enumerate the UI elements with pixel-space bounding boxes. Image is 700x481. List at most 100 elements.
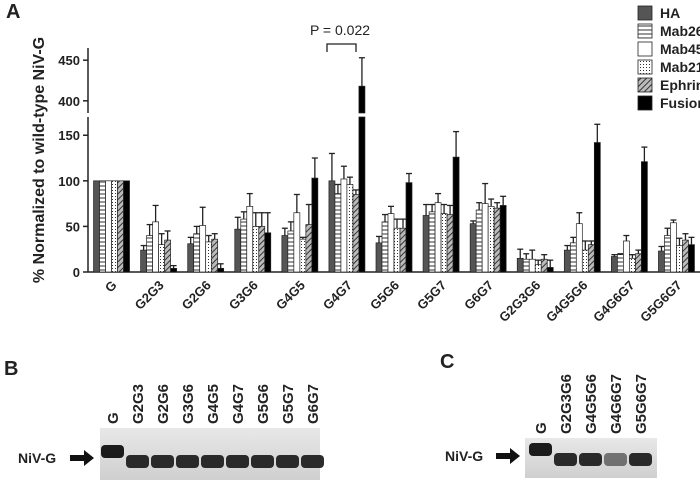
bar: [522, 258, 530, 273]
bar: [140, 249, 147, 273]
annotation: P = 0.022: [310, 22, 370, 38]
bar: [193, 233, 201, 273]
bar: [199, 225, 207, 273]
bar: [328, 180, 336, 273]
lane-label: G2G3G6: [558, 374, 575, 434]
bar: [164, 239, 171, 273]
lane-label: G4G6G7: [608, 374, 625, 434]
bar: [287, 230, 295, 273]
y-axis-label: % Normalized to wild-type NiV-G: [31, 37, 48, 283]
lane-label: G4G5G6: [583, 374, 600, 434]
bar: [452, 156, 460, 273]
bar: [117, 180, 124, 273]
bar: [493, 207, 501, 273]
bar: [516, 257, 524, 273]
bar: [575, 223, 583, 273]
band-label: NiV-G: [18, 450, 56, 466]
bar: [405, 182, 413, 273]
y-tick-label: 450: [58, 53, 80, 68]
bar: [346, 184, 354, 273]
bar: [399, 227, 407, 273]
bar: [664, 235, 671, 273]
legend-label: Fusion: [660, 95, 700, 111]
blot-band: [176, 455, 199, 468]
bar: [422, 215, 430, 273]
bar: [170, 268, 177, 273]
bar: [682, 239, 689, 273]
x-tick-label: G4G5: [273, 278, 308, 313]
lane-label: G4G5: [205, 384, 222, 424]
legend-label: Mab213: [660, 59, 700, 75]
x-tick-label: G4G7: [320, 278, 355, 313]
band-label: NiV-G: [445, 448, 483, 464]
bar: [387, 213, 395, 273]
lane-label: G: [105, 412, 122, 424]
blot: [100, 428, 320, 480]
bar: [293, 212, 301, 273]
x-tick-label: G5G7: [414, 278, 449, 313]
bar: [641, 161, 648, 273]
legend-label: Mab26: [660, 23, 700, 39]
y-tick-label: 400: [58, 94, 80, 109]
bar: [428, 211, 436, 273]
blot-band: [529, 443, 552, 456]
bar: [446, 214, 454, 273]
bar: [205, 241, 213, 273]
bar: [158, 244, 165, 273]
bar: [93, 180, 100, 273]
bar: [311, 177, 319, 273]
x-tick-label: G4G6G7: [590, 278, 637, 325]
lane-label: G5G6G7: [633, 374, 650, 434]
y-tick-label: 50: [66, 219, 80, 234]
bar: [211, 238, 219, 273]
x-tick-label: G6G7: [461, 278, 496, 313]
bar: [569, 242, 577, 273]
bar: [111, 180, 118, 273]
bar: [264, 232, 272, 273]
bar: [393, 227, 401, 273]
band-arrow: [496, 448, 520, 464]
blot-band: [579, 453, 602, 466]
bar: [381, 221, 389, 273]
panel-label: A: [6, 1, 20, 23]
lane-label: G4G7: [230, 384, 247, 424]
blot-band: [101, 445, 124, 458]
bar: [234, 228, 242, 273]
bar: [375, 242, 383, 273]
legend-swatch: [637, 23, 653, 39]
x-tick-label: G2G3: [132, 278, 167, 313]
x-tick-label: G5G6G7: [637, 278, 684, 325]
x-tick-label: G3G6: [226, 278, 261, 313]
bar: [676, 245, 683, 273]
bar: [546, 267, 554, 273]
blot-band: [226, 455, 249, 468]
bar: [469, 223, 477, 273]
bar: [187, 243, 195, 273]
bar: [540, 258, 548, 273]
band-arrow: [70, 450, 94, 466]
blot-band: [251, 455, 274, 468]
y-tick-label: 150: [58, 128, 80, 143]
bar: [611, 256, 618, 273]
y-tick-label: 100: [58, 174, 80, 189]
blot-band: [554, 453, 577, 466]
bar: [623, 240, 630, 273]
bar: [340, 178, 348, 273]
blot-band: [276, 455, 299, 468]
legend-swatch: [637, 59, 653, 75]
significance-bracket: [326, 43, 357, 52]
bar: [658, 250, 665, 273]
bar: [440, 213, 448, 273]
lane-label: G3G6: [180, 384, 197, 424]
lane-label: G: [533, 422, 550, 434]
x-tick-label: G2G3G6: [496, 278, 543, 325]
x-tick-label: G2G6: [179, 278, 214, 313]
bar: [246, 206, 254, 273]
bar: [534, 264, 542, 273]
bar: [528, 258, 536, 273]
blot-band: [604, 453, 627, 466]
bar: [281, 235, 289, 273]
legend-swatch: [637, 95, 653, 111]
bar: [487, 206, 495, 273]
